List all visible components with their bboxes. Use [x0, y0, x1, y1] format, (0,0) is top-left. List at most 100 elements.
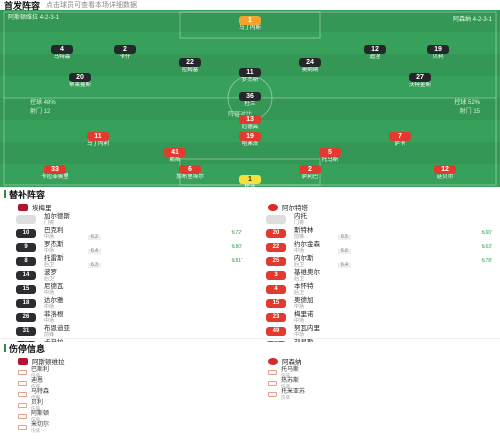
lineup-title: 首发阵容: [4, 0, 41, 11]
injury-row[interactable]: 热苏斯 伤病: [250, 378, 500, 389]
injury-team-row: 阿斯顿维拉: [0, 355, 250, 367]
subs-right-column: 阿尔特塔 内托 门将 20 斯特林 前锋 6.5 ⇅60' 22 约尔金森 中场 6.6 ⇅63' 25…: [250, 201, 500, 353]
subs-section-header: 替补阵容: [0, 188, 500, 200]
sub-in-icon: ⇅: [481, 230, 486, 236]
injury-icon: [268, 381, 277, 386]
sub-name: 达尔雅: [44, 297, 64, 304]
injury-row[interactable]: 米切尔 伤病: [0, 422, 250, 433]
player-marker[interactable]: 41 赖斯: [140, 148, 210, 164]
player-marker[interactable]: 5 托马斯: [295, 148, 365, 164]
sub-player-row[interactable]: 15 尼德瓦 中场: [0, 283, 250, 297]
sub-position: 门将: [294, 220, 305, 226]
player-marker[interactable]: 19 哈弗茨: [215, 132, 285, 148]
player-marker[interactable]: 33 卡拉菲奥里: [20, 165, 90, 181]
sub-player-row[interactable]: 4 本怀特 后卫: [250, 283, 500, 297]
player-name: 蒂莱曼斯: [68, 82, 91, 88]
sub-player-row[interactable]: 18 达尔雅 中场: [0, 297, 250, 311]
sub-player-row[interactable]: 25 内尔斯 后卫 6.4 ⇅78': [250, 255, 500, 269]
sub-player-row[interactable]: 15 奥德加 中场: [250, 297, 500, 311]
away-team-tag: 阿斯顿维拉 4-2-3-1: [8, 15, 60, 21]
sub-name: 加尔德斯: [44, 213, 70, 220]
player-marker[interactable]: 1 马丁内斯: [215, 16, 285, 32]
sub-player-row[interactable]: 31 布恩迪亚 前锋: [0, 325, 250, 339]
sub-player-row[interactable]: 14 波罗 后卫: [0, 269, 250, 283]
sub-player-row[interactable]: 22 约尔金森 中场 6.6 ⇅63': [250, 241, 500, 255]
injured-player-name: 热苏斯: [281, 377, 300, 384]
injury-row[interactable]: 马特森 停赛: [0, 389, 250, 400]
sub-player-row[interactable]: 8 托雷斯 后卫 6.3 ⇅81': [0, 255, 250, 269]
player-marker[interactable]: 6 加布里埃尔: [155, 165, 225, 181]
sub-player-row[interactable]: 内托 门将: [250, 213, 500, 227]
shirt-number: 12: [364, 45, 386, 54]
player-marker[interactable]: 36 杜兰: [215, 92, 285, 108]
shirt-number: 2: [299, 165, 321, 174]
sub-player-row[interactable]: 20 斯特林 前锋 6.5 ⇅60': [250, 227, 500, 241]
player-marker[interactable]: 7 萨卡: [365, 132, 435, 148]
player-name: 萨利巴: [301, 174, 319, 180]
right-stat-2: 射门 15: [459, 109, 480, 115]
player-marker[interactable]: 19 贝利: [403, 45, 473, 61]
sub-in-icon: ⇅: [231, 230, 236, 236]
player-name: 罗杰斯: [241, 77, 259, 83]
sub-position: 中场: [294, 318, 305, 324]
injury-row[interactable]: 阿斯顿 伤病: [0, 411, 250, 422]
injury-icon: [268, 392, 277, 397]
sub-player-row[interactable]: 23 梅里诺 中场: [250, 311, 500, 325]
sub-event: ⇅72': [231, 230, 242, 236]
player-marker[interactable]: 2 萨利巴: [275, 165, 345, 181]
sub-number: 20: [266, 229, 286, 238]
sub-player-row[interactable]: 26 菲洛根 中场: [0, 311, 250, 325]
sub-in-icon: ⇅: [481, 258, 486, 264]
sub-player-row[interactable]: 3 基维奥尔 后卫: [250, 269, 500, 283]
injury-row[interactable]: 巴斯利 伤病: [0, 367, 250, 378]
sub-player-row[interactable]: 加尔德斯 门将: [0, 213, 250, 227]
player-marker[interactable]: 13 厄德高: [215, 115, 285, 131]
sub-player-row[interactable]: 10 巴克利 中场 6.2 ⇅72': [0, 227, 250, 241]
injury-row[interactable]: 托马斯 伤病: [250, 367, 500, 378]
player-marker[interactable]: 2 卡什: [90, 45, 160, 61]
sub-number: 26: [16, 313, 36, 322]
sub-player-row[interactable]: 9 罗杰斯 中场 6.4 ⇅80': [0, 241, 250, 255]
player-name: 马丁内利: [86, 141, 109, 147]
injury-reason: 伤病: [31, 383, 40, 389]
sub-player-row[interactable]: 49 努瓦内里 中场: [250, 325, 500, 339]
injury-row[interactable]: 贝利 伤病: [0, 400, 250, 411]
shirt-number: 7: [389, 132, 411, 141]
shirt-number: 27: [409, 73, 431, 82]
sub-number: 25: [266, 257, 286, 266]
injury-section-header: 伤停信息: [0, 342, 500, 354]
player-marker[interactable]: 12 廷贝尔: [410, 165, 480, 181]
injured-player-name: 米切尔: [31, 421, 50, 428]
player-name: 拉亚: [244, 184, 256, 187]
player-marker[interactable]: 27 沃特金斯: [385, 73, 455, 89]
shirt-number: 11: [87, 132, 109, 141]
lineup-subtitle: 点击球员可查看本场详细数据: [46, 2, 138, 9]
sub-number: 22: [266, 243, 286, 252]
coach-row[interactable]: 阿尔特塔: [250, 201, 500, 213]
player-marker[interactable]: 22 拉姆塞: [155, 58, 225, 74]
player-marker[interactable]: 11 马丁内利: [63, 132, 133, 148]
player-marker[interactable]: 11 罗杰斯: [215, 68, 285, 84]
injury-icon: [18, 403, 27, 408]
player-name: 马特森: [53, 54, 71, 60]
player-marker[interactable]: 12 迪涅: [340, 45, 410, 61]
coach-name: 埃梅里: [32, 205, 52, 212]
injury-icon: [268, 370, 277, 375]
player-marker[interactable]: 20 蒂莱曼斯: [45, 73, 115, 89]
section-accent: [4, 344, 6, 352]
player-marker[interactable]: 4 马特森: [27, 45, 97, 61]
player-name: 厄德高: [241, 124, 259, 130]
shirt-number: 24: [299, 58, 321, 67]
shirt-number: 19: [239, 132, 261, 141]
player-name: 卡拉菲奥里: [41, 174, 69, 180]
sub-number: 15: [266, 299, 286, 308]
coach-row[interactable]: 埃梅里: [0, 201, 250, 213]
player-marker[interactable]: 24 奥纳纳: [275, 58, 345, 74]
sub-position: 门将: [44, 220, 55, 226]
injury-icon: [18, 425, 27, 430]
injury-row[interactable]: 迪恩 伤病: [0, 378, 250, 389]
player-marker[interactable]: 1 拉亚: [215, 175, 285, 187]
shirt-number: 1: [239, 16, 261, 25]
injury-row[interactable]: 托米亚苏 伤病: [250, 389, 500, 400]
shirt-number: 22: [179, 58, 201, 67]
